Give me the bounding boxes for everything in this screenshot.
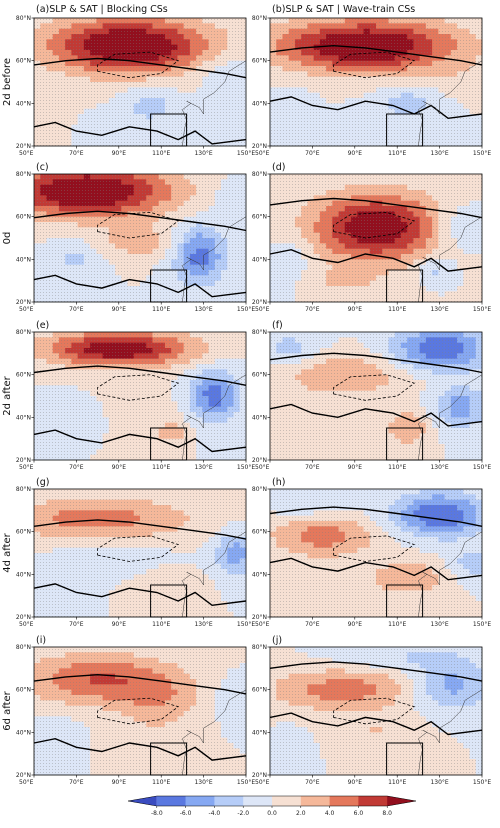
y-tick-label: 80°N xyxy=(16,329,31,336)
map-panel: (e) 50°E 70°E 90°E 110°E 130°E 150°E 20°N 40°N 60… xyxy=(16,320,255,471)
panel-frame xyxy=(269,17,483,147)
x-tick-label: 150°E xyxy=(473,306,491,313)
map-panel: 50°E 70°E 90°E 110°E 130°E 150°E 20°N 40°N 60°N 8… xyxy=(252,15,491,157)
panel-frame xyxy=(33,17,247,147)
x-tick-label: 110°E xyxy=(152,464,170,471)
y-tick-label: 80°N xyxy=(16,171,31,178)
y-tick-label: 80°N xyxy=(252,171,267,178)
x-tick-label: 150°E xyxy=(237,464,255,471)
y-tick-label: 20°N xyxy=(16,457,31,464)
x-tick-label: 90°E xyxy=(112,464,127,471)
x-tick-label: 130°E xyxy=(194,306,212,313)
panel-frame xyxy=(33,173,247,303)
slp-contour-dashed xyxy=(333,211,416,239)
slp-contour xyxy=(269,197,483,219)
significance-stipple xyxy=(34,18,246,146)
y-tick-label: 20°N xyxy=(252,299,267,306)
x-tick-label: 50°E xyxy=(19,150,34,157)
slp-contour-dashed xyxy=(97,211,180,239)
panel-frame xyxy=(269,173,483,303)
slp-contour xyxy=(33,365,247,386)
significance-stipple xyxy=(270,174,482,302)
slp-contour xyxy=(33,429,247,453)
y-tick-label: 60°N xyxy=(16,214,31,221)
x-tick-label: 50°E xyxy=(255,306,270,313)
slp-contour-dashed xyxy=(333,51,416,79)
y-tick-label: 40°N xyxy=(16,414,31,421)
significance-stipple xyxy=(270,18,482,146)
x-tick-label: 90°E xyxy=(112,150,127,157)
panel-letter: (c) xyxy=(36,162,49,173)
panel-frame xyxy=(33,331,247,461)
x-tick-label: 70°E xyxy=(69,150,84,157)
x-tick-label: 50°E xyxy=(19,306,34,313)
panel-title: (a)SLP & SAT | Blocking CSs xyxy=(36,4,168,15)
y-tick-label: 20°N xyxy=(252,143,267,150)
x-tick-label: 90°E xyxy=(348,306,363,313)
x-tick-label: 90°E xyxy=(112,306,127,313)
x-tick-label: 150°E xyxy=(237,306,255,313)
y-tick-label: 60°N xyxy=(16,58,31,65)
slp-contour xyxy=(33,121,247,145)
y-tick-label: 80°N xyxy=(16,15,31,22)
x-tick-label: 110°E xyxy=(152,150,170,157)
y-tick-label: 40°N xyxy=(252,256,267,263)
x-tick-label: 110°E xyxy=(388,306,406,313)
y-tick-label: 40°N xyxy=(16,256,31,263)
panel-title: (b)SLP & SAT | Wave-train CSs xyxy=(272,4,415,15)
y-tick-label: 60°N xyxy=(252,214,267,221)
x-tick-label: 70°E xyxy=(69,306,84,313)
x-tick-label: 150°E xyxy=(237,150,255,157)
slp-contour xyxy=(33,274,247,298)
x-tick-label: 130°E xyxy=(194,464,212,471)
slp-contour-dashed xyxy=(97,374,180,401)
x-tick-label: 150°E xyxy=(473,150,491,157)
y-tick-label: 40°N xyxy=(16,100,31,107)
slp-contour xyxy=(33,57,247,79)
y-tick-label: 20°N xyxy=(16,143,31,150)
map-panel: (d) 50°E 70°E 90°E 110°E 130°E 150°E 20°N 40°N 60… xyxy=(252,162,491,313)
x-tick-label: 70°E xyxy=(305,150,320,157)
slp-contour-dashed xyxy=(97,51,180,79)
x-tick-label: 110°E xyxy=(152,306,170,313)
panel-letter: (d) xyxy=(272,162,285,173)
y-tick-label: 60°N xyxy=(16,372,31,379)
x-tick-label: 50°E xyxy=(19,464,34,471)
map-panel: (f)50°E 70°E 90°E 110°E 130°E 150°E20°N40°N60… xyxy=(252,320,491,471)
significance-stipple xyxy=(34,174,246,302)
x-tick-label: 130°E xyxy=(430,150,448,157)
significance-stipple xyxy=(34,332,246,460)
y-tick-label: 80°N xyxy=(252,15,267,22)
panel-letter: (e) xyxy=(36,320,49,331)
y-tick-label: 20°N xyxy=(16,299,31,306)
map-panel: 50°E 70°E 90°E 110°E 130°E 150°E 20°N 40°N 60°N 8… xyxy=(16,15,255,157)
x-tick-label: 70°E xyxy=(69,464,84,471)
x-tick-label: 130°E xyxy=(430,306,448,313)
y-tick-label: 40°N xyxy=(252,100,267,107)
slp-contour xyxy=(269,44,483,66)
x-tick-label: 50°E xyxy=(255,150,270,157)
y-tick-label: 60°N xyxy=(252,58,267,65)
x-tick-label: 90°E xyxy=(348,150,363,157)
slp-contour xyxy=(33,210,247,232)
map-panel: (c) 50°E 70°E 90°E 110°E 130°E 150°E 20°N 40°N 60… xyxy=(16,162,255,313)
x-tick-label: 130°E xyxy=(194,150,212,157)
x-tick-label: 70°E xyxy=(305,306,320,313)
x-tick-label: 110°E xyxy=(388,150,406,157)
